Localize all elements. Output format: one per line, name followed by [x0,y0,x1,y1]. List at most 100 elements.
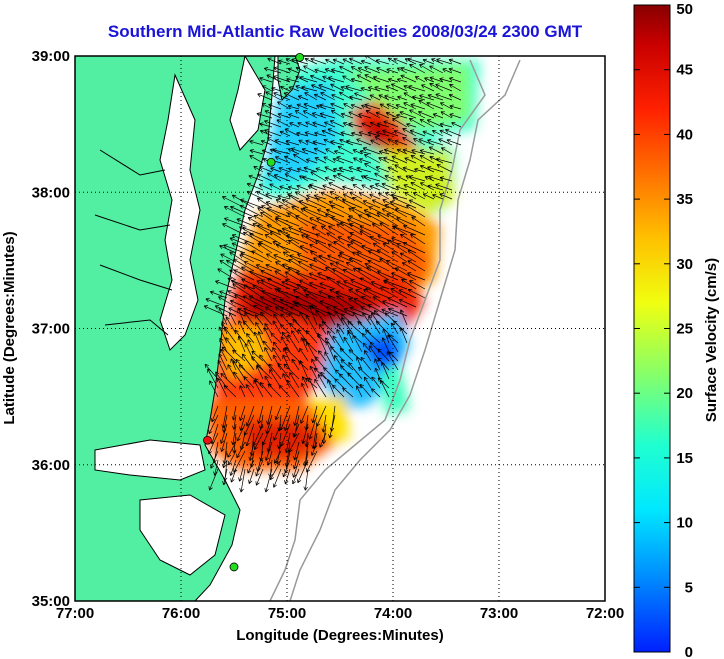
velocity-arrow [255,263,273,272]
velocity-arrow [421,84,435,92]
velocity-arrow [387,138,399,146]
velocity-arrow [257,224,282,236]
velocity-arrow [339,251,363,263]
velocity-arrow [280,336,291,353]
lon-tick-label: 76:00 [162,605,200,622]
velocity-arrow [277,112,291,119]
velocity-arrow [288,312,300,326]
colorbar-tick-label: 25 [676,321,693,338]
velocity-arrow [238,320,246,335]
velocity-arrow [364,103,381,110]
velocity-arrow [395,103,408,110]
velocity-arrow [249,232,273,245]
velocity-arrow [272,148,291,155]
velocity-arrow [234,294,255,308]
velocity-arrow [305,234,327,245]
velocity-arrow [379,258,399,272]
velocity-arrow [315,240,336,254]
velocity-arrow [375,111,390,119]
velocity-arrow [245,384,255,398]
velocity-arrow [395,185,408,191]
velocity-arrow [314,68,327,74]
velocity-arrow [325,208,345,218]
velocity-arrow [386,260,408,272]
velocity-arrow [337,172,354,182]
velocity-arrow [227,364,237,380]
velocity-arrow [261,289,282,299]
velocity-arrow [383,279,408,290]
velocity-arrow [287,239,309,254]
lon-tick-label: 77:00 [56,605,94,622]
velocity-arrow [390,322,399,335]
velocity-arrow [413,138,426,146]
velocity-arrow [385,85,399,92]
velocity-arrow [380,287,399,299]
velocity-arrow [384,204,408,218]
velocity-arrow [409,64,426,74]
velocity-arrow [382,199,399,209]
velocity-arrow [360,306,381,317]
velocity-arrow [358,113,372,119]
velocity-arrow [329,191,345,200]
velocity-arrow [262,340,273,353]
velocity-arrow [364,74,381,83]
velocity-arrow [407,272,426,281]
velocity-arrow [233,258,255,272]
velocity-arrow [277,229,300,245]
velocity-arrow [377,192,390,200]
velocity-arrow [381,308,399,317]
velocity-arrow [243,376,255,389]
velocity-arrow [352,149,363,155]
velocity-arrow [389,200,408,209]
velocity-arrow [330,346,345,362]
velocity-arrow [348,297,363,308]
velocity-arrow [418,99,435,110]
velocity-arrow [429,155,444,164]
velocity-arrow [311,84,327,92]
velocity-arrow [422,130,435,137]
velocity-arrow [299,75,318,83]
velocity-arrow [219,423,228,444]
velocity-arrow [259,76,273,83]
velocity-arrow [340,313,354,326]
velocity-arrow [394,267,417,281]
velocity-arrow [232,349,246,362]
velocity-arrow [264,110,282,119]
velocity-arrow [292,153,309,164]
velocity-arrow [340,131,354,137]
velocity-arrow [295,295,318,308]
velocity-arrow [402,136,417,146]
velocity-arrow [440,111,453,119]
velocity-arrow [419,64,435,74]
plot-frame [74,55,606,602]
velocity-arrow [327,311,336,326]
velocity-arrow [328,225,345,236]
velocity-arrow [394,139,408,146]
velocity-arrow [448,58,462,65]
lon-tick-label: 74:00 [374,605,412,622]
velocity-arrow [292,289,309,299]
velocity-arrow [375,320,390,335]
velocity-arrow [219,244,237,254]
velocity-arrow [248,295,273,308]
velocity-arrow [302,207,327,218]
velocity-arrow [325,267,345,281]
velocity-arrow [342,75,354,83]
velocity-arrow [424,176,435,182]
velocity-arrow [435,183,453,191]
velocity-arrow [277,194,291,200]
velocity-arrow [266,172,282,182]
velocity-arrow [391,225,417,236]
velocity-arrow [297,329,309,344]
velocity-arrow [288,113,300,119]
velocity-arrow [393,57,408,65]
velocity-arrow [305,293,327,308]
velocity-arrow [268,103,282,110]
velocity-arrow [239,468,246,493]
velocity-arrow [308,304,318,326]
velocity-arrow [318,290,336,299]
velocity-arrow [342,58,354,65]
velocity-arrow [311,112,327,119]
velocity-arrow [300,405,309,424]
velocity-arrow [420,182,435,191]
